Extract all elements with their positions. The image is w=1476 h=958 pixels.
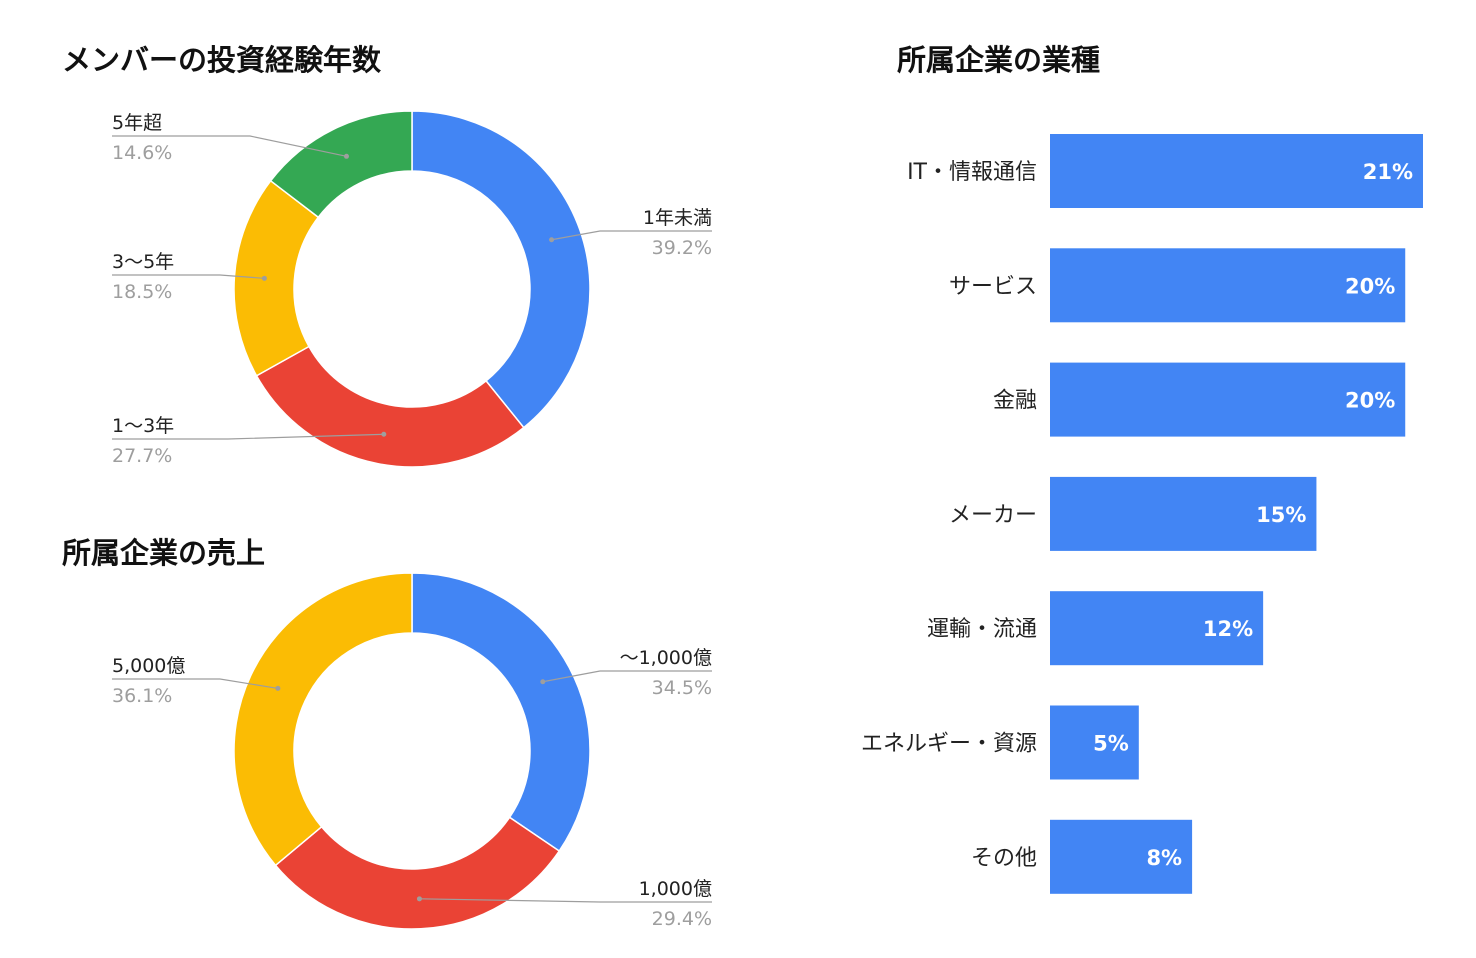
- leader-line: [112, 135, 347, 157]
- slice-percent: 29.4%: [652, 908, 712, 930]
- slice-percent: 36.1%: [112, 685, 172, 707]
- slice-label: 5,000億: [112, 655, 185, 677]
- slice-percent: 18.5%: [112, 281, 172, 303]
- bar: [1050, 705, 1139, 780]
- leader-line: [112, 433, 384, 440]
- leader-dot: [261, 275, 267, 281]
- slice-percent: 39.2%: [652, 237, 712, 259]
- category-label: その他: [971, 846, 1037, 871]
- revenue-chart-title: 所属企業の売上: [62, 536, 265, 570]
- bar: [1050, 362, 1406, 437]
- leader-line: [112, 274, 265, 279]
- revenue-donut-chart: 〜1,000億 34.5% 1,000億 29.4% 5,000億 36.1%: [112, 572, 712, 930]
- leader-dot: [343, 153, 349, 159]
- leader-line: [112, 678, 278, 689]
- donut-slice: [255, 345, 525, 468]
- donut-slice: [269, 110, 413, 219]
- slice-label: 5年超: [112, 112, 162, 134]
- bar: [1050, 248, 1406, 323]
- industry-chart-title: 所属企業の業種: [897, 43, 1100, 77]
- bar-value-label: 5%: [1093, 732, 1129, 756]
- category-label: 金融: [993, 389, 1037, 414]
- bar-value-label: 15%: [1256, 503, 1306, 527]
- bar: [1050, 476, 1317, 551]
- experience-donut-chart: 1年未満 39.2% 1〜3年 27.7% 3〜5年 18.5% 5年超 14.6%: [112, 110, 712, 468]
- bar-value-label: 8%: [1146, 846, 1182, 870]
- leader-dot: [381, 431, 387, 437]
- leader-dot: [540, 679, 546, 685]
- donut-slice: [233, 179, 320, 377]
- leader-line: [419, 898, 712, 903]
- bar-value-label: 12%: [1203, 617, 1253, 641]
- slice-label: 1,000億: [639, 878, 712, 900]
- slice-label: 3〜5年: [112, 251, 174, 273]
- leader-line: [551, 230, 712, 241]
- slice-label: 1年未満: [643, 207, 712, 229]
- donut-slice: [411, 110, 591, 429]
- slice-label: 1〜3年: [112, 415, 174, 437]
- category-label: サービス: [949, 274, 1037, 299]
- donut-slice: [274, 816, 561, 930]
- bar-value-label: 21%: [1363, 160, 1413, 184]
- leader-dot: [275, 685, 281, 691]
- bar-value-label: 20%: [1345, 389, 1395, 413]
- category-label: エネルギー・資源: [861, 732, 1037, 757]
- category-label: メーカー: [949, 503, 1037, 528]
- slice-percent: 14.6%: [112, 142, 172, 164]
- slice-label: 〜1,000億: [620, 647, 712, 669]
- leader-line: [542, 670, 712, 683]
- experience-chart-title: メンバーの投資経験年数: [62, 43, 382, 77]
- slice-percent: 27.7%: [112, 445, 172, 467]
- donut-slice: [233, 572, 413, 867]
- category-label: IT・情報通信: [907, 160, 1037, 185]
- leader-dot: [416, 896, 422, 902]
- industry-bar-chart: IT・情報通信 21% サービス 20% 金融 20% メーカー 15% 運輸・流通 12% エネル…: [861, 134, 1423, 894]
- bar: [1050, 591, 1264, 666]
- slice-percent: 34.5%: [652, 677, 712, 699]
- donut-slice: [411, 572, 591, 853]
- category-label: 運輸・流通: [927, 617, 1037, 642]
- leader-dot: [549, 237, 555, 243]
- bar: [1050, 819, 1193, 894]
- bar: [1050, 134, 1423, 208]
- bar-value-label: 20%: [1345, 274, 1395, 298]
